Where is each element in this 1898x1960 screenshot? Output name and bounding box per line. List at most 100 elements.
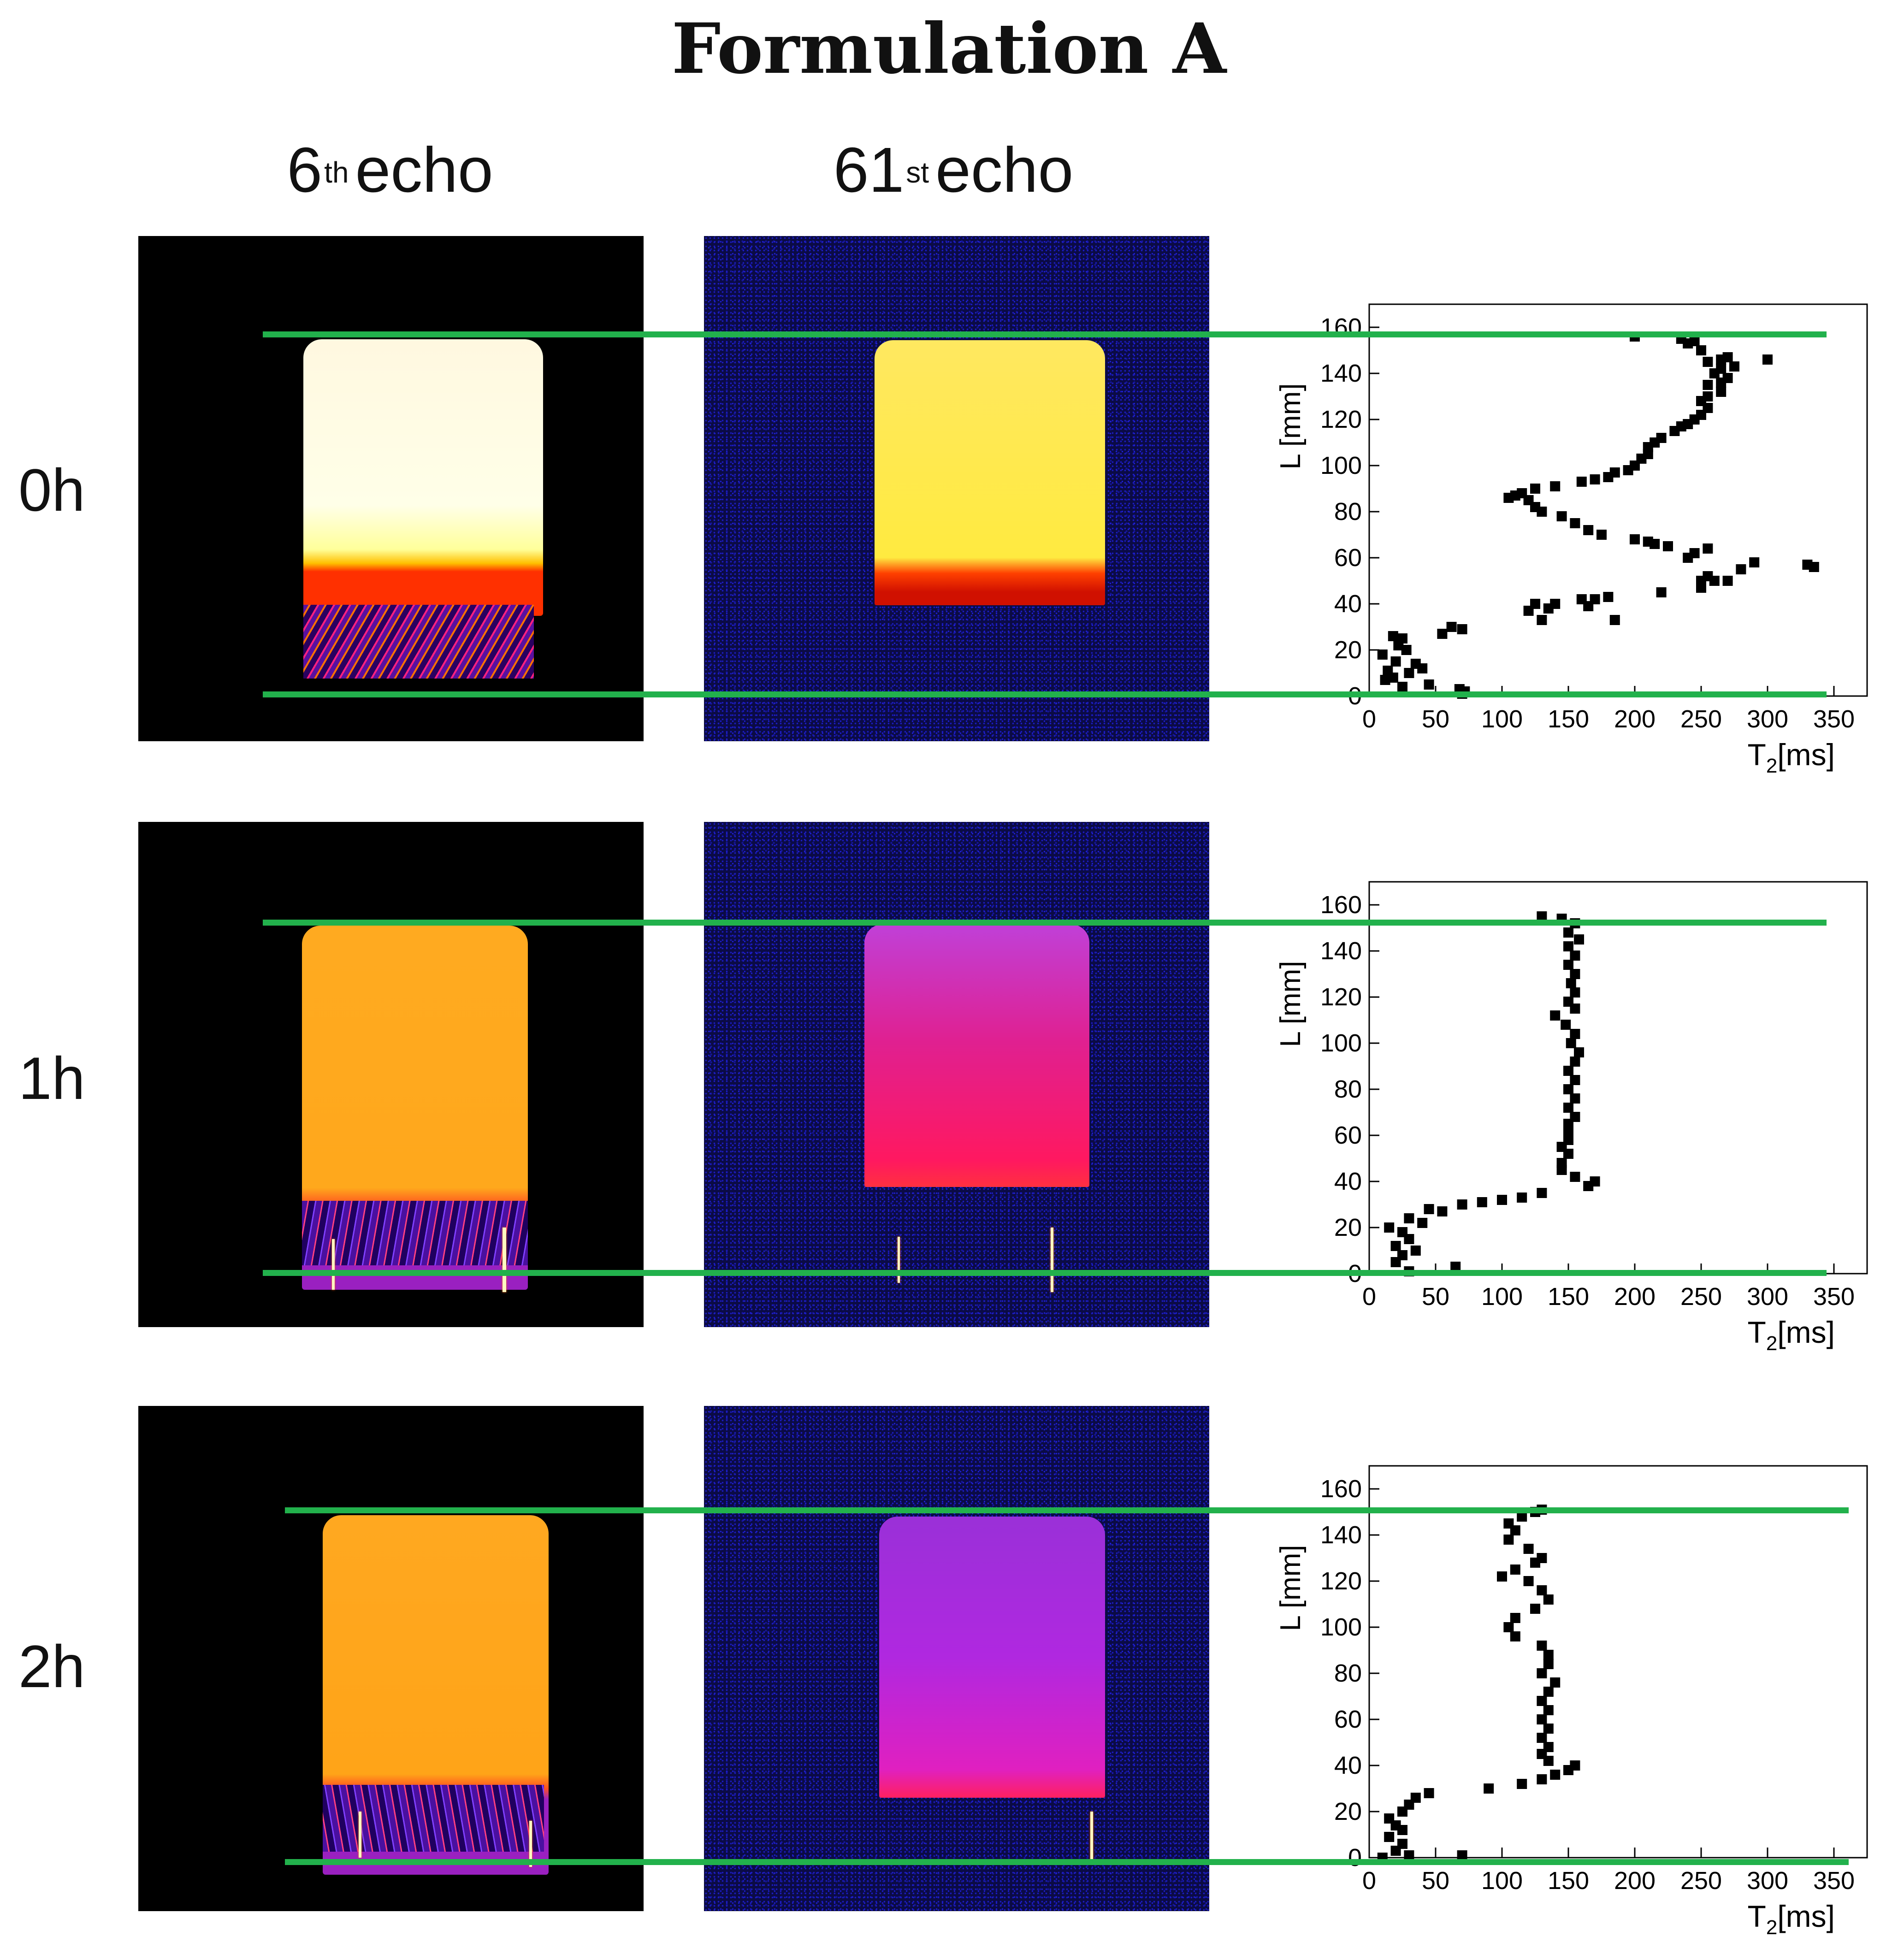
data-point [1703, 571, 1713, 581]
data-point [1503, 1518, 1514, 1529]
data-point [1583, 525, 1594, 535]
guide-line-bottom-1h [263, 1270, 1827, 1276]
x-tick-label: 100 [1481, 1867, 1523, 1895]
data-point [1537, 1188, 1547, 1198]
guide-line-bottom-0h [263, 691, 1827, 697]
data-point [1510, 1613, 1520, 1623]
data-point [1570, 950, 1580, 961]
col-word: echo [935, 135, 1074, 206]
data-point [1390, 656, 1401, 667]
layer-region [302, 1201, 528, 1265]
data-point [1530, 1604, 1540, 1614]
col-number: 6 [287, 135, 323, 206]
bright-streak [529, 1821, 532, 1867]
data-point [1566, 978, 1576, 988]
bright-streak [503, 1228, 506, 1292]
col-word: echo [355, 135, 493, 206]
guide-line-top-0h [263, 331, 1827, 337]
data-point [1537, 1641, 1547, 1651]
y-tick-label: 40 [1334, 1168, 1362, 1195]
data-point [1703, 391, 1713, 401]
data-point [1656, 587, 1667, 597]
bright-streak [898, 1237, 900, 1283]
x-tick-label: 0 [1362, 1283, 1376, 1311]
guide-line-top-2h [285, 1507, 1849, 1513]
x-tick-label: 300 [1747, 1283, 1788, 1311]
data-point [1596, 530, 1607, 540]
y-tick-label: 40 [1334, 1752, 1362, 1779]
data-point [1484, 1783, 1494, 1794]
data-point [1543, 1650, 1554, 1660]
x-tick-label: 350 [1813, 705, 1855, 733]
mri-image-6th-echo-0h [138, 236, 644, 741]
x-tick-label: 300 [1747, 705, 1788, 733]
data-point [1550, 1770, 1561, 1780]
data-point [1570, 1075, 1580, 1085]
bright-streak [332, 1239, 335, 1290]
data-point [1576, 594, 1587, 604]
data-point [1510, 1631, 1520, 1641]
y-axis-label: L [mm] [1275, 383, 1307, 469]
row-label-1h: 1h [18, 1045, 85, 1112]
data-point [1570, 1029, 1580, 1039]
data-point [1397, 633, 1407, 643]
y-tick-label: 80 [1334, 498, 1362, 525]
data-point [1543, 1742, 1554, 1752]
column-header-61st-echo: 61st echo [700, 134, 1207, 207]
data-point [1576, 477, 1587, 487]
y-tick-label: 100 [1320, 1029, 1362, 1057]
data-point [1503, 1535, 1514, 1545]
data-point [1722, 373, 1733, 383]
data-point [1503, 1622, 1514, 1632]
data-point [1703, 543, 1713, 554]
x-tick-label: 300 [1747, 1867, 1788, 1895]
data-point [1401, 645, 1412, 655]
data-point [1689, 548, 1700, 558]
data-point [1517, 1779, 1527, 1789]
data-point [1570, 1057, 1580, 1067]
layer-region [303, 605, 534, 679]
data-point [1543, 1594, 1554, 1605]
data-point [1410, 659, 1421, 669]
x-axis-label: T2[ms] [1748, 738, 1835, 777]
data-point [1417, 1218, 1428, 1228]
data-point [1537, 1714, 1547, 1724]
sample-region [875, 340, 1105, 605]
x-tick-label: 250 [1680, 1867, 1722, 1895]
sample-region [864, 924, 1089, 1187]
data-point [1457, 1850, 1467, 1860]
bright-streak [359, 1812, 361, 1858]
y-axis-label: L [mm] [1275, 961, 1307, 1047]
data-point [1574, 1047, 1585, 1057]
data-point [1722, 352, 1733, 362]
data-point [1384, 1222, 1395, 1233]
data-point [1563, 1066, 1573, 1076]
data-point [1550, 1010, 1561, 1021]
data-point [1809, 562, 1819, 572]
data-point [1563, 927, 1573, 938]
data-point [1397, 682, 1407, 692]
data-point [1590, 474, 1600, 484]
y-tick-label: 140 [1320, 937, 1362, 965]
data-point [1561, 1020, 1571, 1030]
data-point [1563, 1084, 1573, 1094]
x-tick-label: 350 [1813, 1867, 1855, 1895]
data-point [1523, 1576, 1534, 1586]
data-point [1736, 564, 1746, 574]
data-point [1537, 1696, 1547, 1706]
y-tick-label: 80 [1334, 1659, 1362, 1687]
y-tick-label: 140 [1320, 1521, 1362, 1549]
data-point [1570, 1112, 1580, 1122]
data-point [1404, 668, 1414, 678]
data-point [1424, 1788, 1434, 1798]
data-point [1397, 1227, 1407, 1237]
plot-frame [1368, 1465, 1868, 1859]
x-tick-label: 150 [1548, 705, 1589, 733]
data-point [1603, 592, 1614, 602]
data-point [1556, 1158, 1567, 1168]
data-point [1380, 675, 1390, 685]
data-point [1543, 1724, 1554, 1734]
data-point [1424, 1204, 1434, 1214]
x-tick-label: 150 [1548, 1867, 1589, 1895]
data-point [1550, 1677, 1561, 1688]
